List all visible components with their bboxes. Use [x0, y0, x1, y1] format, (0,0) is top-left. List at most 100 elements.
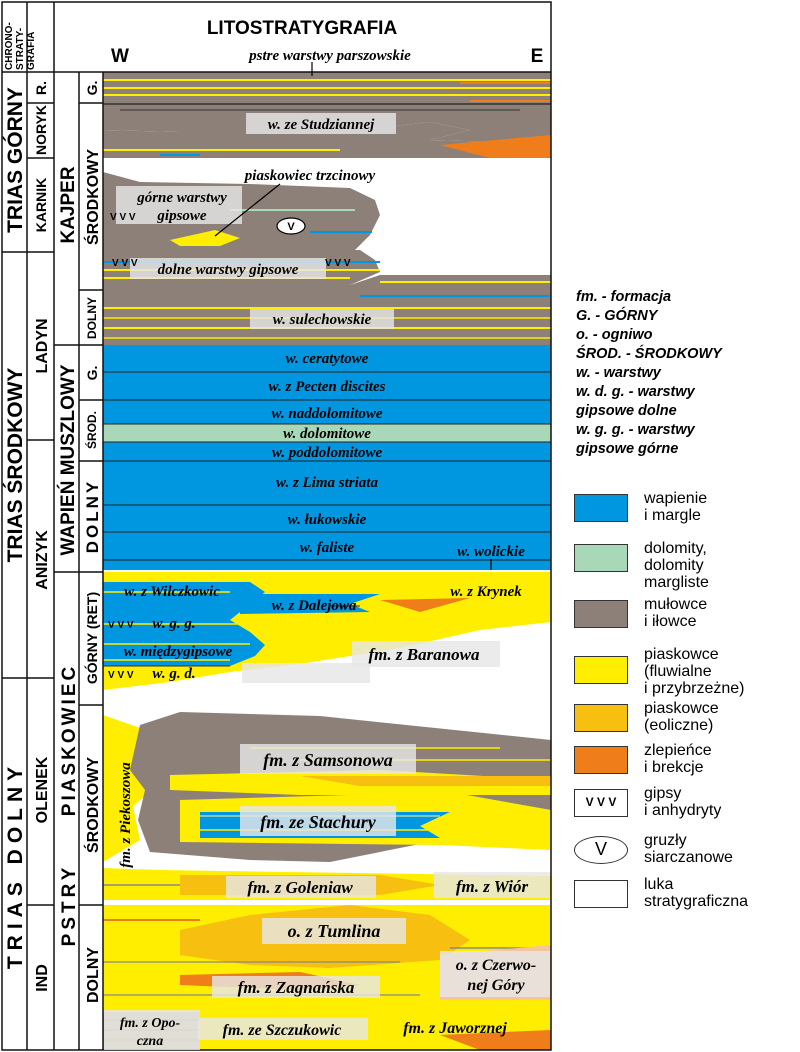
sub-bs-upper: GÓRNY (RET)	[83, 592, 100, 684]
unit-dalejow: w. z Dalejowa	[272, 598, 357, 614]
reed-sandstone-pointer	[214, 183, 281, 237]
legend-swatch	[574, 746, 628, 774]
unit-upper-gypsum-2: gipsowe	[156, 208, 207, 224]
legend-swatch	[574, 656, 628, 684]
legend-label: mułowce i iłowce	[644, 596, 708, 630]
legend-swatch	[574, 494, 628, 522]
top-unit-label: pstre warstwy parszowskie	[247, 48, 411, 64]
chronostrat-header-3: GRAFIA	[26, 32, 37, 70]
unit-lower-gypsum: dolne warstwy gipsowe	[158, 262, 299, 278]
muschelkalk-limestone	[103, 345, 551, 570]
legend-item-fluvial-sandstone: piaskowce (fluwialne i przybrzeżne)	[574, 646, 794, 697]
stage-carnian: KARNIK	[33, 178, 49, 232]
unit-naddolomit: w. naddolomitowe	[271, 406, 382, 422]
nodule-symbol-icon: V	[574, 836, 628, 864]
unit-baranow: fm. z Baranowa	[369, 645, 480, 664]
unit-wgg: w. g. g.	[152, 616, 195, 632]
legend-swatch	[574, 600, 628, 628]
chronostrat-header-1: CHRONO-	[4, 22, 15, 70]
unit-wilczkowice: w. z Wilczkowic	[124, 584, 220, 600]
abbr-item: w. - warstwy	[576, 365, 661, 381]
chronostrat-header-2: STRATY-	[15, 28, 26, 70]
abbr-item: gipsowe dolne	[576, 403, 677, 419]
sub-keuper-upper: G.	[84, 81, 100, 96]
group-keuper: KAJPER	[58, 166, 79, 243]
unit-sulechow: w. sulechowskie	[273, 312, 372, 328]
sub-bs-middle: ŚRODKOWY	[83, 757, 102, 853]
legend-swatch	[574, 880, 628, 908]
legend-label: gipsy i anhydryty	[644, 785, 722, 819]
legend-swatch	[574, 704, 628, 732]
abbr-item: w. d. g. - warstwy	[576, 384, 695, 400]
sub-bs-lower: DOLNY	[85, 947, 102, 1003]
unit-ceratite: w. ceratytowe	[286, 351, 369, 367]
unit-tumlin: o. z Tumlina	[288, 921, 381, 941]
unit-opoczno-2: czna	[137, 1034, 163, 1049]
abbr-item: o. - ogniwo	[576, 327, 653, 343]
legend-swatch	[574, 544, 628, 572]
unit-faliste: w. faliste	[300, 540, 355, 556]
gypsum-marks-wgd: V V V	[108, 670, 134, 681]
unit-krynek: w. z Krynek	[450, 584, 522, 600]
unit-stachura: fm. ze Stachury	[260, 812, 377, 832]
legend-item-mudstone: mułowce i iłowce	[574, 596, 794, 642]
east-label: E	[531, 46, 544, 67]
sub-mk-upper: G.	[84, 366, 100, 381]
sub-keuper-lower: DOLNY	[85, 297, 99, 339]
unit-opoczno-1: fm. z Opo-	[120, 1016, 181, 1031]
legend-label: zlepieńce i brekcje	[644, 742, 712, 776]
stage-rhaetian: R.	[33, 81, 49, 95]
unit-lima: w. z Lima striata	[276, 475, 378, 491]
unit-jaworzno: fm. z Jaworznej	[403, 1020, 507, 1037]
stage-olenekian: OLENEK	[34, 756, 51, 823]
unit-dolomit: w. dolomitowe	[283, 426, 371, 442]
unit-studzianna: w. ze Studziannej	[268, 117, 375, 133]
gypsum-symbol-icon: V V V	[574, 789, 628, 817]
abbr-item: ŚROD. - ŚRODKOWY	[576, 346, 722, 362]
unit-poddolomit: w. poddolomitowe	[272, 445, 383, 461]
keuper-mudstone-upper	[103, 72, 551, 158]
unit-piekoszow: fm. z Piekoszowa	[118, 762, 134, 868]
unit-wior: fm. z Wiór	[456, 877, 529, 896]
unit-reed-sandstone: piaskowiec trzcinowy	[243, 168, 376, 184]
sub-mk-middle: ŚROD.	[84, 411, 99, 449]
unit-lukow: w. łukowskie	[288, 512, 367, 528]
legend-item-eolian-sandstone: piaskowce (eoliczne)	[574, 700, 794, 746]
stage-ladinian: LADYN	[34, 318, 51, 373]
legend-item-limestone: wapienie i margle	[574, 490, 794, 536]
stage-anisian: ANIZYK	[34, 530, 51, 590]
system-middle-triassic: TRIAS ŚRODKOWY	[3, 368, 27, 563]
legend-item-gypsum: V V V gipsy i anhydryty	[574, 785, 794, 831]
legend-item-hiatus: luka stratygraficzna	[574, 876, 794, 922]
abbr-item: fm. - formacja	[576, 289, 672, 305]
legend-item-conglomerate: zlepieńce i brekcje	[574, 742, 794, 788]
stage-norian: NORYK	[33, 105, 49, 155]
unit-zagnansk: fm. z Zagnańska	[238, 978, 355, 997]
sulfate-nodule-symbol	[276, 217, 306, 235]
unit-czerwona-1: o. z Czerwo-	[456, 957, 536, 974]
unit-goleniow: fm. z Goleniaw	[247, 878, 353, 897]
group-buntsandstein-1: PIASKOWIEC	[59, 664, 80, 816]
unit-wgd: w. g. d.	[152, 666, 195, 682]
rot-formation	[103, 572, 551, 690]
unit-samsonow: fm. z Samsonowa	[263, 750, 393, 770]
legend-label: piaskowce (fluwialne i przybrzeżne)	[644, 646, 745, 697]
gypsum-marks-upper: V V V	[110, 212, 136, 223]
legend-item-dolomite: dolomity, dolomity margliste	[574, 540, 794, 591]
legend-label: luka stratygraficzna	[644, 876, 749, 910]
label-boxes	[104, 113, 550, 1050]
group-buntsandstein-2: PSTRY	[59, 864, 80, 947]
lithostrat-title: LITOSTRATYGRAFIA	[207, 18, 398, 39]
abbr-item: G. - GÓRNY	[576, 308, 658, 324]
legend-label: dolomity, dolomity margliste	[644, 540, 709, 591]
group-muschelkalk: WAPIEŃ MUSZLOWY	[57, 364, 79, 555]
abbr-item: gipsowe górne	[576, 441, 679, 457]
unit-czerwona-2: nej Góry	[467, 977, 525, 994]
nodule-mark: V	[287, 221, 295, 233]
sub-mk-lower: DOLNY	[83, 479, 102, 554]
unit-szczukowice: fm. ze Szczukowic	[223, 1022, 342, 1039]
system-lower-triassic: TRIAS DOLNY	[4, 761, 27, 969]
unit-wolica: w. wolickie	[457, 544, 525, 560]
gypsum-marks-lower-b: V V V	[325, 258, 351, 269]
